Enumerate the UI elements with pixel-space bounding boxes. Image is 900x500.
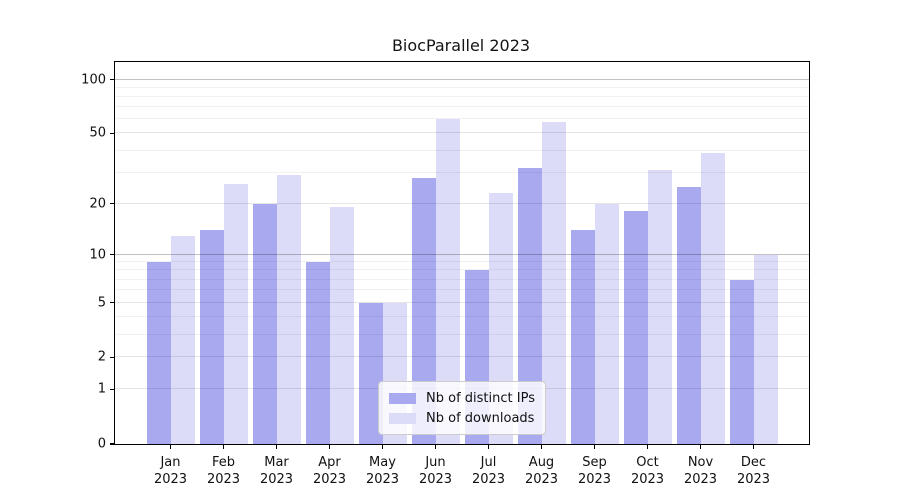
y-tick-label: 20: [89, 196, 106, 211]
y-tick-label: 1: [97, 381, 106, 397]
x-tick-month: Dec: [740, 455, 767, 470]
y-tick: [110, 202, 115, 205]
x-tick-label: Jun 2023: [419, 454, 452, 488]
x-tick: [275, 444, 278, 449]
y-tick-label: 10: [89, 247, 106, 263]
x-tick-label: Nov 2023: [684, 454, 717, 488]
y-tick: [110, 443, 115, 445]
x-tick-label: Dec 2023: [737, 454, 770, 488]
bar-downloads: [223, 183, 248, 444]
x-tick-label: Aug 2023: [525, 454, 558, 488]
x-tick-label: May 2023: [366, 454, 399, 488]
x-tick-month: Sep: [582, 455, 607, 470]
bar-downloads: [753, 254, 778, 444]
x-tick-year: 2023: [365, 472, 400, 487]
x-tick-label: Feb 2023: [207, 454, 240, 488]
y-tick: [110, 78, 115, 81]
bar-downloads: [700, 152, 725, 444]
x-tick-month: Mar: [264, 455, 289, 470]
gridline: [115, 86, 809, 88]
x-tick: [381, 444, 384, 449]
bar-distinct-ips: [729, 279, 754, 444]
legend-swatch-distinct-ips: [389, 392, 417, 404]
x-tick: [646, 444, 649, 449]
legend-swatch-downloads: [389, 412, 417, 424]
x-tick-year: 2023: [524, 472, 559, 487]
bar-downloads: [594, 203, 619, 444]
y-tick: [110, 356, 115, 358]
x-tick: [328, 444, 331, 449]
y-tick: [110, 132, 115, 135]
bar-distinct-ips: [623, 211, 648, 444]
gridline: [115, 149, 809, 151]
x-tick-year: 2023: [577, 472, 612, 487]
x-tick-year: 2023: [312, 472, 347, 487]
x-tick-month: Apr: [318, 455, 341, 470]
x-tick-month: Oct: [636, 455, 659, 470]
x-tick: [540, 444, 543, 449]
x-tick: [434, 444, 437, 449]
x-tick: [752, 444, 755, 449]
x-tick-label: Jan 2023: [154, 454, 187, 488]
legend-label: Nb of distinct IPs: [426, 390, 535, 406]
gridline: [115, 106, 809, 108]
bar-distinct-ips: [146, 262, 171, 444]
y-tick-label: 2: [97, 349, 106, 365]
bar-distinct-ips: [305, 262, 330, 444]
x-tick: [222, 444, 225, 449]
y-tick-label: 5: [97, 295, 106, 310]
x-tick-year: 2023: [206, 472, 241, 487]
y-tick-label: 100: [81, 72, 106, 87]
x-tick-year: 2023: [630, 472, 665, 487]
bar-distinct-ips: [252, 203, 277, 444]
legend-label: Nb of downloads: [426, 410, 535, 426]
y-tick: [110, 301, 115, 304]
gridline: [115, 132, 809, 134]
x-tick-label: Apr 2023: [313, 454, 346, 488]
x-tick-label: Jul 2023: [472, 454, 505, 488]
x-tick-year: 2023: [683, 472, 718, 487]
x-tick: [487, 444, 490, 449]
legend-item: Nb of distinct IPs: [389, 388, 535, 408]
x-tick-label: Sep 2023: [578, 454, 611, 488]
legend: Nb of distinct IPs Nb of downloads: [378, 381, 546, 435]
x-tick-month: May: [369, 455, 396, 470]
bar-distinct-ips: [676, 186, 701, 444]
x-tick-month: Jan: [160, 455, 181, 470]
x-tick-month: Jul: [480, 455, 497, 470]
plot-area: 0 1 2 5 10 20 50 100 Jan 2023 Feb 2023 Mar 2023 Apr 20…: [81, 61, 810, 487]
x-tick-month: Aug: [528, 455, 555, 470]
y-tick: [110, 388, 115, 390]
x-tick-month: Nov: [687, 455, 714, 470]
x-tick-year: 2023: [259, 472, 294, 487]
x-tick-year: 2023: [418, 472, 453, 487]
y-tick: [110, 253, 115, 256]
bar-downloads: [276, 175, 301, 444]
chart-title: BiocParallel 2023: [391, 36, 531, 55]
x-tick-year: 2023: [153, 472, 188, 487]
y-tick-label: 0: [97, 436, 106, 452]
legend-item: Nb of downloads: [389, 408, 535, 428]
x-tick-year: 2023: [736, 472, 771, 487]
gridline: [115, 118, 809, 120]
bar-distinct-ips: [199, 230, 224, 444]
bar-distinct-ips: [570, 230, 595, 444]
bar-downloads: [170, 235, 195, 444]
x-tick-month: Feb: [211, 455, 236, 470]
x-tick-label: Oct 2023: [631, 454, 664, 488]
x-tick-year: 2023: [471, 472, 506, 487]
gridline: [115, 95, 809, 97]
bar-downloads: [329, 207, 354, 444]
x-tick: [593, 444, 596, 449]
gridline: [115, 78, 809, 80]
y-tick-label: 50: [89, 125, 106, 141]
x-tick-month: Jun: [425, 455, 446, 470]
x-tick-label: Mar 2023: [260, 454, 293, 488]
x-tick: [699, 444, 702, 449]
bar-downloads: [647, 170, 672, 444]
x-tick: [169, 444, 172, 449]
